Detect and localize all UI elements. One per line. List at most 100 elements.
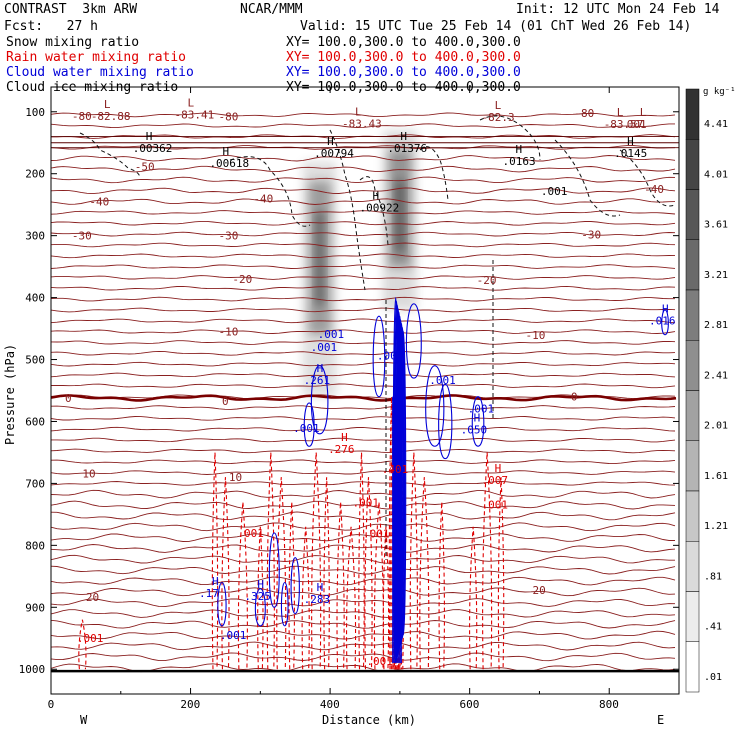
cloud-water-contour bbox=[268, 532, 280, 608]
field-snow-xy: XY= 100.0,300.0 to 400.0,300.0 bbox=[286, 35, 521, 50]
isotherm bbox=[51, 187, 676, 195]
isotherm-label: -30 bbox=[72, 230, 92, 243]
extremum-value: .00362 bbox=[133, 142, 173, 155]
cloud-ice-contour bbox=[619, 149, 676, 207]
isotherm bbox=[51, 416, 676, 421]
cloud-water-contour bbox=[661, 309, 669, 336]
isotherm bbox=[51, 231, 676, 237]
isotherm bbox=[51, 112, 676, 118]
field-cloudwater-xy: XY= 100.0,300.0 to 400.0,300.0 bbox=[286, 65, 521, 80]
rain-water-contours bbox=[78, 396, 505, 670]
y-tick-label: 100 bbox=[25, 106, 45, 119]
colorbar-label: 4.01 bbox=[704, 169, 728, 180]
extremum-kind: H bbox=[516, 143, 523, 156]
cloud-water-contour bbox=[405, 303, 422, 379]
extremum-value: .001 bbox=[352, 496, 379, 509]
rain-contour bbox=[257, 526, 264, 670]
cloud-water-contour bbox=[471, 396, 485, 447]
extremum-kind: H bbox=[222, 145, 229, 158]
y-tick-label: 800 bbox=[25, 539, 45, 552]
isotherm-label: 0 bbox=[65, 392, 72, 405]
isotherm-label: 20 bbox=[86, 591, 99, 604]
extremum-value: .00618 bbox=[209, 157, 249, 170]
extremum-value: .17 bbox=[199, 587, 219, 600]
isotherm bbox=[51, 264, 676, 269]
extremum-value: .001 bbox=[363, 527, 390, 540]
y-tick-label: 500 bbox=[25, 354, 45, 367]
isotherm bbox=[51, 372, 676, 378]
isotherm bbox=[51, 489, 676, 499]
extremum-value: .001 bbox=[318, 328, 345, 341]
extremum-kind: L bbox=[355, 105, 362, 118]
cloud-water-contour bbox=[372, 315, 386, 398]
extremum-kind: L bbox=[617, 106, 624, 119]
isotherm bbox=[51, 587, 676, 597]
isotherm bbox=[51, 198, 676, 205]
extremum-value: -83.57 bbox=[604, 118, 644, 131]
isotherm bbox=[51, 253, 676, 259]
extremum-kind: H bbox=[474, 411, 481, 424]
cloud-water-contour bbox=[280, 581, 289, 627]
colorbar-label: 3.21 bbox=[704, 270, 728, 281]
isotherm-label: -30 bbox=[218, 230, 238, 243]
extremum-kind: H bbox=[341, 431, 348, 444]
extremum-value: .01376 bbox=[387, 142, 427, 155]
extremum-value: .0145 bbox=[614, 147, 647, 160]
isotherm-label: -20 bbox=[232, 273, 252, 286]
colorbar-swatch bbox=[685, 340, 700, 391]
cloud-ice-contour bbox=[229, 156, 311, 227]
extremum-value: -82.88 bbox=[91, 110, 131, 123]
rain-contour bbox=[323, 477, 330, 670]
isotherm-label: -10 bbox=[218, 326, 238, 339]
isotherm bbox=[51, 361, 676, 367]
colorbar-swatch bbox=[685, 289, 700, 341]
extremum-value: .050 bbox=[461, 423, 488, 436]
extremum-kind: H bbox=[400, 130, 407, 143]
isotherm-label: 0 bbox=[222, 395, 229, 408]
isotherm bbox=[51, 340, 676, 345]
x-tick-label: 200 bbox=[180, 698, 200, 711]
east-label: E bbox=[657, 713, 664, 727]
cloud-water-contour bbox=[254, 588, 266, 627]
y-tick-label: 700 bbox=[25, 477, 45, 490]
isotherm-label: -40 bbox=[644, 183, 664, 196]
rain-contour bbox=[409, 452, 418, 670]
extremum-kind: H bbox=[212, 575, 219, 588]
rain-contour bbox=[311, 452, 322, 670]
isotherm bbox=[51, 652, 676, 662]
isotherm bbox=[51, 383, 676, 389]
extremum-value: .001 bbox=[541, 185, 568, 198]
colorbar-swatch bbox=[685, 139, 700, 190]
colorbar-unit: g kg⁻¹ bbox=[703, 87, 736, 97]
extremum-value: .401 bbox=[382, 463, 409, 476]
extremum-kind: H bbox=[146, 130, 153, 143]
isotherm bbox=[51, 318, 676, 324]
isotherm-label: -50 bbox=[135, 160, 155, 173]
cloud-water-contour bbox=[438, 383, 453, 460]
cloud-water-contours bbox=[217, 297, 669, 664]
isotherm-label: -80 bbox=[72, 110, 92, 123]
colorbar-label: 2.41 bbox=[704, 370, 728, 381]
isotherm bbox=[51, 448, 676, 454]
west-label: W bbox=[80, 713, 88, 727]
rain-contour bbox=[288, 501, 295, 670]
extremum-kind: L bbox=[640, 106, 647, 119]
snow-shading bbox=[302, 130, 417, 397]
rain-contour bbox=[438, 501, 445, 670]
isotherm-label: -80 bbox=[218, 111, 238, 124]
isotherm bbox=[51, 426, 676, 432]
cloud-water-contour bbox=[310, 365, 329, 435]
extremum-value: .001 bbox=[482, 498, 509, 511]
rain-contour bbox=[221, 477, 230, 670]
colorbar-swatch bbox=[685, 440, 700, 492]
extremum-value: .001 bbox=[468, 402, 495, 415]
cloud-ice-contour bbox=[359, 176, 389, 246]
cloud-water-contour bbox=[290, 557, 300, 615]
extremum-kind: H bbox=[372, 190, 379, 203]
isotherm-label: -30 bbox=[581, 228, 601, 241]
plot-frame bbox=[50, 86, 680, 695]
isotherm bbox=[51, 285, 676, 291]
extremum-value: .001 bbox=[220, 629, 247, 642]
rain-contour bbox=[469, 526, 478, 670]
